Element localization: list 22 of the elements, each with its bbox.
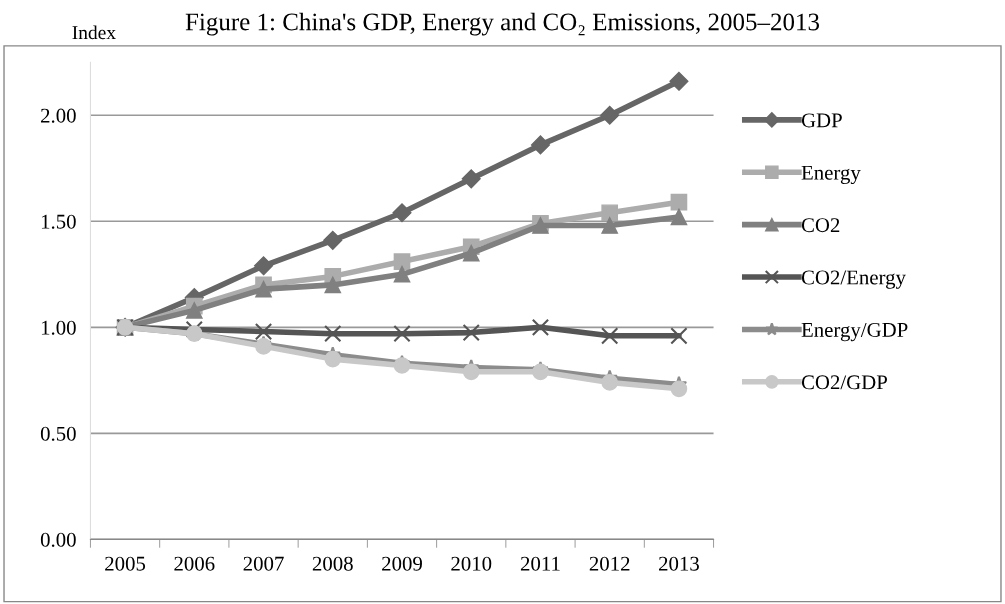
y-tick-label: 0.50 <box>40 426 76 441</box>
x-tick-label: 2005 <box>105 556 146 571</box>
x-tick-label: 2011 <box>520 556 560 571</box>
legend-label: Energy <box>801 165 861 185</box>
legend-label: CO2 <box>801 218 840 233</box>
x-tick-label: 2013 <box>659 556 699 571</box>
x-tick-label: 2008 <box>312 556 353 571</box>
x-tick-label: 2010 <box>451 556 492 571</box>
legend-label: GDP <box>801 113 842 128</box>
x-tick-label: 2007 <box>243 556 284 571</box>
chart-title: Figure 1: China's GDP, Energy and CO₂ Emissions, 2005–2013 <box>185 12 820 36</box>
x-tick-label: 2012 <box>589 556 630 571</box>
y-axis-title: Index <box>72 25 116 40</box>
y-tick-label: 0.00 <box>40 532 76 547</box>
y-tick-label: 2.00 <box>41 108 76 123</box>
y-tick-label: 1.50 <box>41 214 76 229</box>
legend-label: CO2/GDP <box>801 375 887 390</box>
x-tick-label: 2006 <box>174 556 215 571</box>
x-tick-label: 2009 <box>382 556 422 571</box>
legend-label: CO2/Energy <box>801 270 906 289</box>
y-tick-label: 1.00 <box>41 320 76 335</box>
legend-label: Energy/GDP <box>801 322 908 342</box>
